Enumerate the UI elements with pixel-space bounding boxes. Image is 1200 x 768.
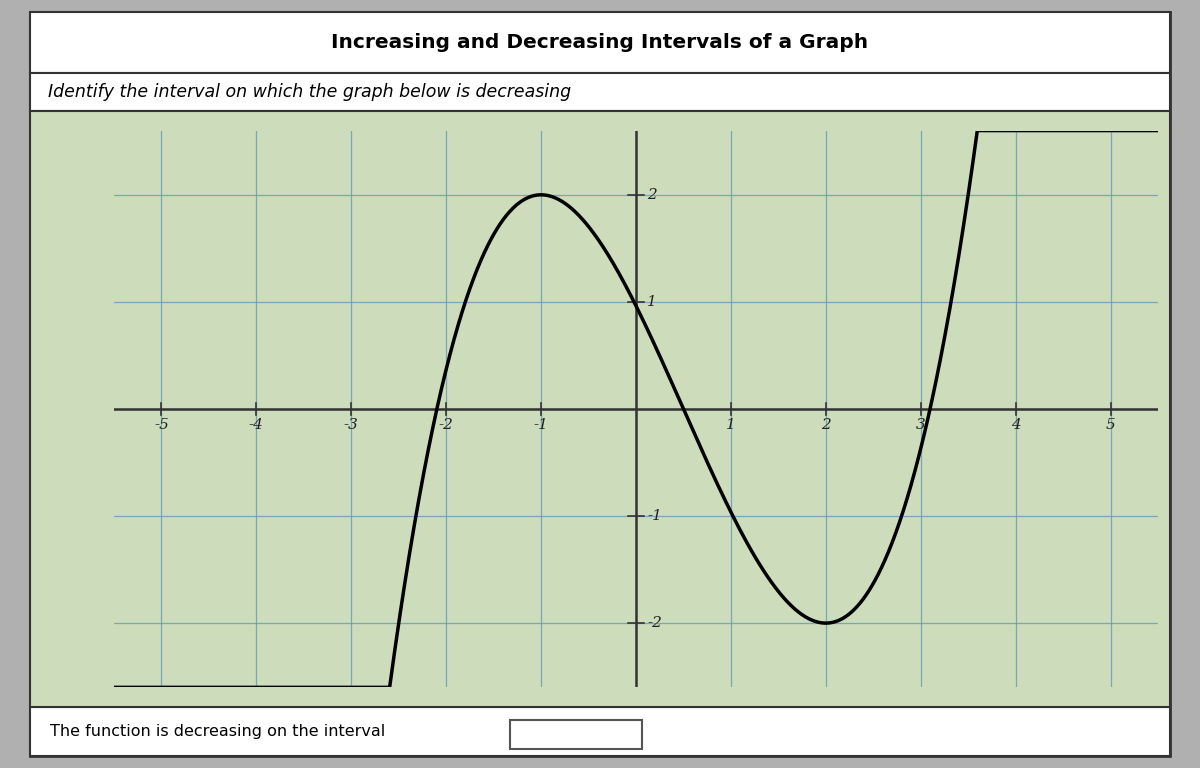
Text: 1: 1 (726, 418, 736, 432)
Text: -4: -4 (248, 418, 264, 432)
Bar (30, 12, 1170, 73)
Text: 1: 1 (647, 295, 658, 309)
Text: 2: 2 (647, 188, 658, 202)
Text: Increasing and Decreasing Intervals of a Graph: Increasing and Decreasing Intervals of a… (331, 33, 869, 51)
Text: -1: -1 (534, 418, 548, 432)
Text: -2: -2 (439, 418, 454, 432)
Bar (510, 720, 642, 749)
Text: 3: 3 (916, 418, 925, 432)
Text: -5: -5 (154, 418, 169, 432)
Bar (30, 707, 1170, 756)
Text: -2: -2 (647, 616, 662, 630)
Text: -3: -3 (344, 418, 359, 432)
Text: Identify the interval on which the graph below is decreasing: Identify the interval on which the graph… (48, 83, 571, 101)
Text: 5: 5 (1105, 418, 1116, 432)
Text: The function is decreasing on the interval: The function is decreasing on the interv… (50, 723, 385, 739)
Text: -1: -1 (647, 509, 662, 523)
Text: 4: 4 (1010, 418, 1020, 432)
Bar (30, 73, 1170, 111)
Text: 2: 2 (821, 418, 830, 432)
Bar (30, 111, 1170, 707)
